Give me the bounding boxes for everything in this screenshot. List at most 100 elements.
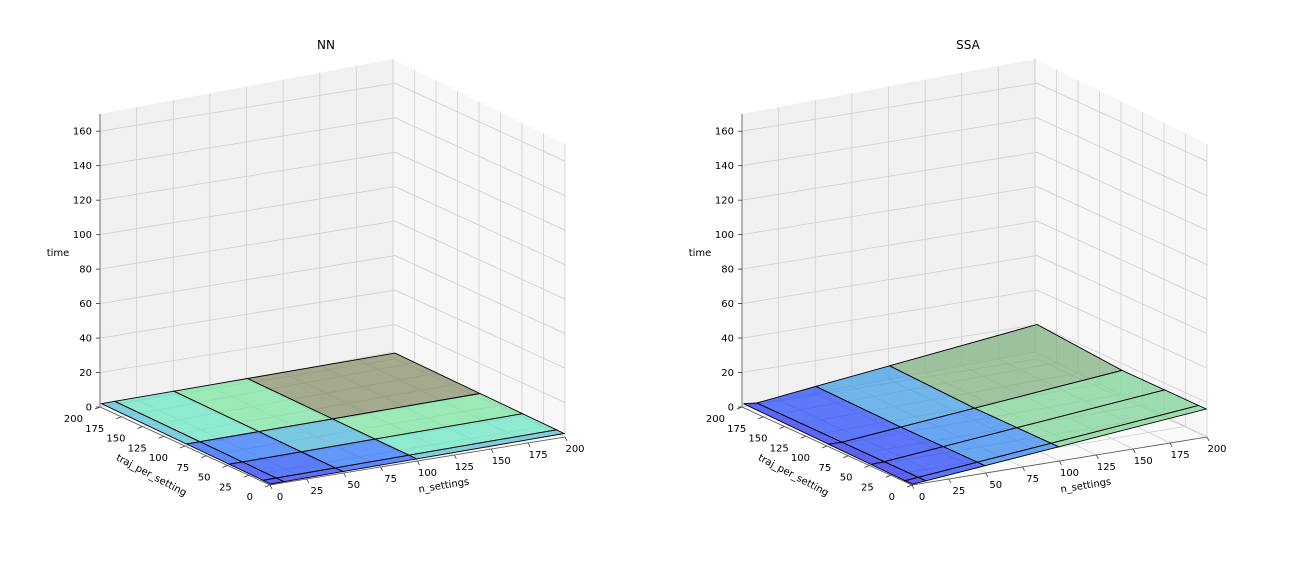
y-tick-mark (821, 445, 828, 449)
y-tick-label: 75 (819, 463, 832, 474)
x-tick-mark (948, 478, 952, 484)
wall-grid-z (99, 324, 566, 403)
chart-title: NN (317, 38, 335, 52)
wall-grid-z (99, 117, 566, 197)
x-tick-label: 150 (492, 456, 511, 467)
y-tick-label: 50 (840, 473, 853, 484)
z-tick-label: 0 (86, 403, 92, 414)
x-tick-label: 0 (919, 492, 925, 503)
x-axis-label: n_settings (1060, 477, 1112, 496)
z-tick-label: 100 (73, 230, 92, 241)
wall-grid-z (99, 289, 566, 369)
y-tick-mark (94, 406, 101, 410)
y-tick-mark (243, 474, 249, 478)
x-tick-mark (306, 478, 310, 484)
x-tick-label: 0 (277, 492, 283, 503)
chart-panel-ssa: 0204060801001201401600255075100125150175… (689, 38, 1227, 503)
surface (100, 352, 566, 485)
x-tick-label: 100 (1060, 468, 1079, 479)
z-tick-label: 140 (73, 161, 92, 172)
y-tick-mark (201, 455, 207, 459)
wall-grid-z (99, 220, 566, 300)
x-tick-mark (380, 466, 383, 472)
y-tick-mark (864, 465, 870, 468)
x-tick-label: 200 (565, 444, 584, 455)
x-tick-label: 75 (384, 474, 397, 485)
y-tick-mark (843, 455, 849, 459)
x-tick-label: 175 (529, 450, 548, 461)
x-tick-mark (911, 484, 915, 490)
z-tick-label: 60 (721, 299, 734, 310)
y-tick-label: 25 (219, 482, 232, 493)
y-tick-label: 200 (64, 414, 83, 425)
z-tick-label: 120 (73, 196, 92, 207)
z-tick-label: 120 (715, 196, 734, 207)
x-tick-label: 50 (347, 480, 360, 491)
x-tick-label: 150 (1134, 456, 1153, 467)
wall-grid-z (741, 117, 1208, 197)
y-tick-mark (779, 426, 785, 429)
x-tick-label: 200 (1207, 444, 1226, 455)
x-tick-mark (417, 460, 420, 466)
wall-grid-z (99, 82, 566, 162)
wall-grid-z (741, 186, 1208, 265)
y-tick-label: 125 (128, 443, 147, 454)
x-tick-mark (343, 472, 347, 478)
y-tick-mark (179, 445, 186, 449)
x-tick-label: 75 (1026, 474, 1039, 485)
y-tick-mark (906, 484, 913, 488)
surface-cell (903, 476, 928, 485)
x-tick-mark (1206, 436, 1210, 442)
z-tick-label: 40 (79, 334, 92, 345)
y-tick-mark (264, 484, 271, 488)
z-tick-label: 140 (715, 161, 734, 172)
z-axis-label: time (47, 248, 70, 259)
y-tick-label: 200 (706, 414, 725, 425)
y-tick-mark (758, 416, 764, 420)
y-tick-label: 100 (149, 453, 168, 464)
z-tick-label: 40 (721, 334, 734, 345)
z-tick-label: 0 (728, 403, 734, 414)
z-tick-label: 80 (721, 265, 734, 276)
surface-cell (261, 477, 286, 485)
z-tick-label: 100 (715, 230, 734, 241)
y-tick-label: 0 (247, 492, 253, 503)
x-tick-mark (1022, 466, 1025, 472)
x-tick-mark (1096, 454, 1099, 460)
x-tick-mark (564, 436, 568, 442)
wall-grid-z (741, 289, 1208, 369)
x-tick-label: 175 (1171, 450, 1190, 461)
wall-grid-z (741, 82, 1208, 162)
y-tick-label: 50 (198, 473, 211, 484)
x-tick-label: 25 (311, 486, 324, 497)
z-tick-label: 160 (73, 127, 92, 138)
x-tick-mark (454, 454, 457, 460)
wall-grid-z (99, 255, 566, 334)
chart-panel-nn: 0204060801001201401600255075100125150175… (47, 38, 585, 503)
x-tick-label: 125 (1097, 462, 1116, 473)
z-tick-label: 60 (79, 299, 92, 310)
wall-grid-z (741, 255, 1208, 334)
y-tick-mark (158, 435, 164, 439)
wall-grid-z (741, 220, 1208, 300)
wall-grid-z (99, 151, 566, 231)
y-tick-label: 25 (861, 482, 874, 493)
y-tick-label: 150 (106, 434, 125, 445)
x-tick-label: 50 (989, 480, 1002, 491)
y-tick-label: 175 (727, 424, 746, 435)
chart-title: SSA (956, 38, 980, 52)
x-tick-mark (269, 484, 273, 490)
y-tick-mark (885, 474, 891, 478)
x-tick-mark (1132, 448, 1136, 454)
z-tick-label: 20 (721, 368, 734, 379)
y-tick-label: 100 (791, 453, 810, 464)
x-tick-mark (1169, 442, 1173, 448)
wall-grid-z (741, 151, 1208, 231)
z-tick-label: 20 (79, 368, 92, 379)
x-tick-label: 100 (418, 468, 437, 479)
y-tick-mark (222, 465, 228, 468)
y-tick-label: 125 (770, 443, 789, 454)
y-tick-label: 150 (748, 434, 767, 445)
x-tick-label: 125 (455, 462, 474, 473)
surface (743, 324, 1208, 485)
